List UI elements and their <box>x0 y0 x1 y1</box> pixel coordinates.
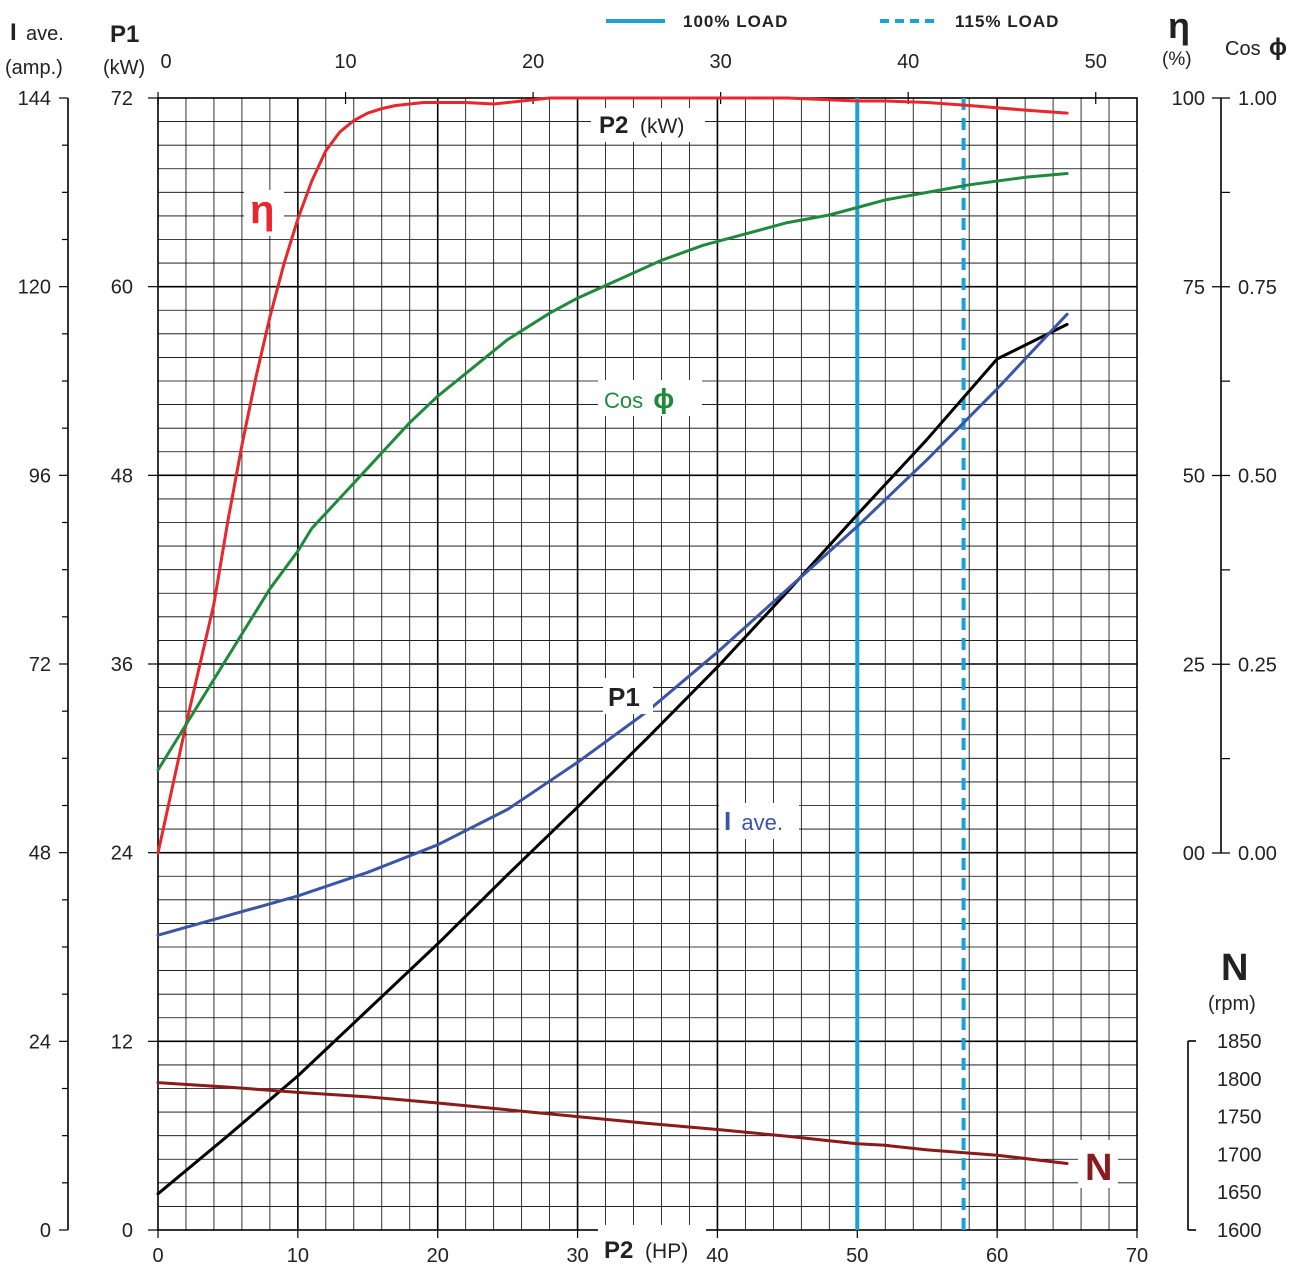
p1-tick-label: 72 <box>111 88 133 110</box>
efficiency-tick-label: 25 <box>1183 654 1205 676</box>
legend-label-115: 115% LOAD <box>955 12 1059 31</box>
p2-hp-inline-bold: P2 <box>604 1237 633 1264</box>
load-lines <box>855 98 966 1230</box>
speed-tick-label: 1750 <box>1217 1107 1262 1129</box>
axis-titles: I ave. (amp.) P1 (kW) η (%) Cos ϕ N (rpm… <box>5 5 1287 1015</box>
speed-tick-label: 1700 <box>1217 1144 1262 1166</box>
cos-axis-name: Cos <box>1225 38 1261 60</box>
efficiency-curve <box>156 96 1069 855</box>
p2-kw-tick-label: 50 <box>1085 51 1107 73</box>
current-tick-label: 0 <box>40 1220 51 1242</box>
speed-axis-unit: (rpm) <box>1208 993 1256 1015</box>
eta-curve-label: η <box>250 188 274 232</box>
speed-tick-label: 1650 <box>1217 1182 1262 1204</box>
cos-phi-tick-label: 0.50 <box>1238 466 1277 488</box>
speed-curve <box>156 1081 1069 1165</box>
p2-kw-tick-label: 20 <box>522 51 544 73</box>
p1-tick-label: 0 <box>122 1220 133 1242</box>
current-axis-unit: (amp.) <box>5 57 63 79</box>
axis-tick-labels: 0 24 48 72 96 120 144 0 12 24 36 48 60 72 0 10 20 30 40 50 0… <box>18 51 1277 1267</box>
current-curve-symbol: I <box>724 806 731 836</box>
legend: 100% LOAD 115% LOAD <box>606 12 1059 31</box>
p2-hp-inline-label: P2 (HP) <box>604 1237 688 1264</box>
efficiency-tick-label: 00 <box>1183 843 1205 865</box>
cos-phi-curve-name: Cos <box>604 388 643 413</box>
p2-kw-tick-label: 0 <box>160 51 171 73</box>
current-axis-name: ave. <box>26 23 64 45</box>
p2-hp-tick-label: 70 <box>1126 1245 1148 1267</box>
axis-tick-marks <box>59 92 1230 1238</box>
efficiency-axis-unit: (%) <box>1162 49 1192 70</box>
efficiency-tick-label: 100 <box>1172 88 1205 110</box>
cos-phi-tick-label: 0.75 <box>1238 277 1277 299</box>
p1-curve <box>156 322 1069 1196</box>
current-tick-label: 96 <box>29 465 51 487</box>
p1-axis-symbol: P1 <box>110 21 139 48</box>
speed-tick-label: 1800 <box>1217 1069 1262 1091</box>
current-curve-rest: ave. <box>741 810 783 835</box>
p1-tick-label: 48 <box>111 465 133 487</box>
efficiency-axis-symbol: η <box>1168 5 1190 46</box>
p2-hp-tick-label: 0 <box>152 1245 163 1267</box>
p2-kw-tick-label: 30 <box>710 51 732 73</box>
p2-kw-inline-label: P2 (kW) <box>599 112 684 139</box>
p1-axis-unit: (kW) <box>103 57 145 79</box>
p2-kw-inline-bold: P2 <box>599 112 628 139</box>
p2-kw-inline-rest: (kW) <box>640 115 684 138</box>
p1-tick-label: 60 <box>111 277 133 299</box>
speed-axis-symbol: N <box>1221 947 1248 989</box>
current-axis-symbol: I <box>10 19 17 46</box>
cos-axis-symbol: ϕ <box>1269 34 1287 61</box>
p2-hp-inline-rest: (HP) <box>645 1240 688 1263</box>
p2-hp-tick-label: 20 <box>427 1245 449 1267</box>
speed-curve-label: N <box>1085 1147 1112 1189</box>
current-tick-label: 144 <box>18 88 51 110</box>
cos-phi-curve <box>156 172 1069 772</box>
cos-phi-tick-label: 1.00 <box>1238 88 1277 110</box>
legend-label-100: 100% LOAD <box>683 12 788 31</box>
current-curve-label: I ave. <box>724 806 783 836</box>
p1-tick-label: 24 <box>111 843 133 865</box>
p2-hp-tick-label: 60 <box>986 1245 1008 1267</box>
p2-hp-tick-label: 50 <box>846 1245 868 1267</box>
p2-kw-tick-label: 40 <box>897 51 919 73</box>
current-tick-label: 120 <box>18 277 51 299</box>
p2-hp-tick-label: 40 <box>706 1245 728 1267</box>
p1-tick-label: 36 <box>111 654 133 676</box>
p2-hp-tick-label: 10 <box>287 1245 309 1267</box>
cos-phi-curve-symbol: ϕ <box>653 383 674 414</box>
current-tick-label: 48 <box>29 843 51 865</box>
p1-tick-label: 12 <box>111 1031 133 1053</box>
efficiency-tick-label: 75 <box>1183 277 1205 299</box>
speed-tick-label: 1600 <box>1217 1220 1262 1242</box>
speed-tick-label: 1850 <box>1217 1031 1262 1053</box>
data-series <box>156 96 1069 1196</box>
p2-kw-tick-label: 10 <box>334 51 356 73</box>
efficiency-tick-label: 50 <box>1183 466 1205 488</box>
p2-hp-tick-label: 30 <box>566 1245 588 1267</box>
inline-labels: P2 (kW) η Cos ϕ P1 I ave. N P2 (HP) <box>244 108 1118 1264</box>
current-curve <box>156 312 1069 937</box>
current-tick-label: 72 <box>29 654 51 676</box>
cos-phi-tick-label: 0.25 <box>1238 654 1277 676</box>
cos-phi-tick-label: 0.00 <box>1238 843 1277 865</box>
p1-curve-label: P1 <box>608 682 640 712</box>
cos-phi-curve-label: Cos ϕ <box>604 383 674 414</box>
current-tick-label: 24 <box>29 1031 51 1053</box>
